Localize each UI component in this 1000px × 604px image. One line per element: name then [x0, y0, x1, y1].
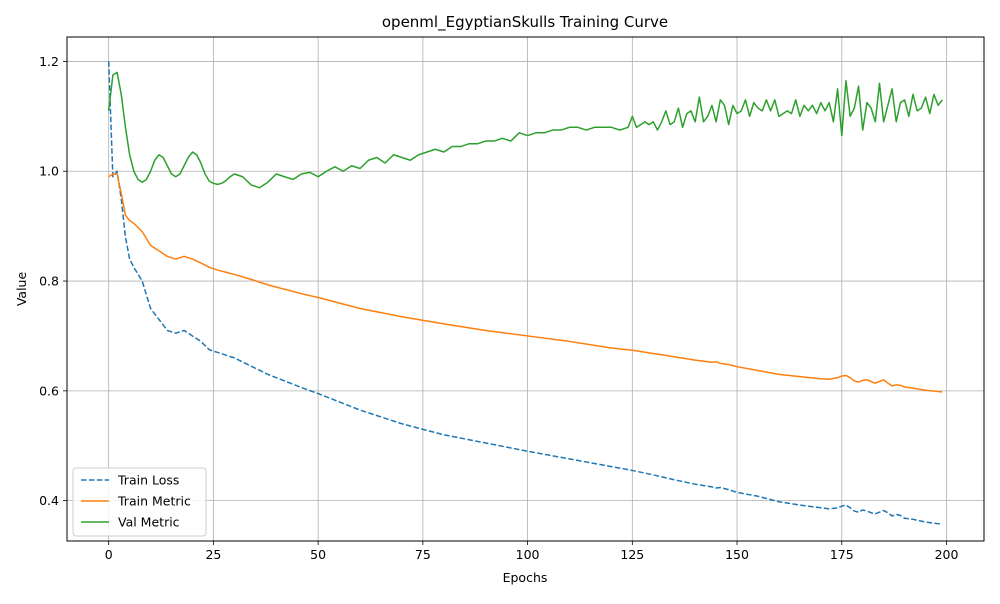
x-tick-label: 50 [310, 547, 326, 562]
x-tick-label: 100 [516, 547, 540, 562]
x-tick-label: 0 [105, 547, 113, 562]
y-tick-label: 0.8 [39, 274, 59, 289]
x-tick-label: 150 [725, 547, 749, 562]
plot-frame [66, 36, 985, 542]
legend-box [72, 467, 207, 537]
chart-title: openml_EgyptianSkulls Training Curve [382, 13, 668, 32]
series-lines [107, 61, 943, 525]
legend-label: Train Metric [117, 494, 191, 509]
y-tick-label: 0.6 [39, 383, 59, 398]
series-line-train-metric [108, 173, 943, 393]
legend-label: Val Metric [118, 515, 180, 530]
x-tick-label: 125 [620, 547, 644, 562]
series-line-train-loss [107, 61, 943, 525]
x-tick-label: 200 [935, 547, 959, 562]
y-axis-label: Value [14, 272, 29, 307]
x-tick-label: 75 [415, 547, 431, 562]
x-tick-label: 175 [830, 547, 854, 562]
legend: Train Loss Train Metric Val Metric [72, 467, 207, 537]
series-line-val-metric [107, 71, 943, 189]
grid [67, 37, 984, 541]
x-tick-label: 25 [205, 547, 221, 562]
x-axis-label: Epochs [503, 570, 548, 585]
axis-ticks: 0 25 50 75 100 125 150 175 200 0.4 0.6 0.8 1.0 1.2 [39, 54, 958, 562]
legend-label: Train Loss [117, 473, 179, 488]
y-tick-label: 0.4 [39, 493, 59, 508]
y-tick-label: 1.2 [39, 54, 59, 69]
y-tick-label: 1.0 [39, 164, 59, 179]
